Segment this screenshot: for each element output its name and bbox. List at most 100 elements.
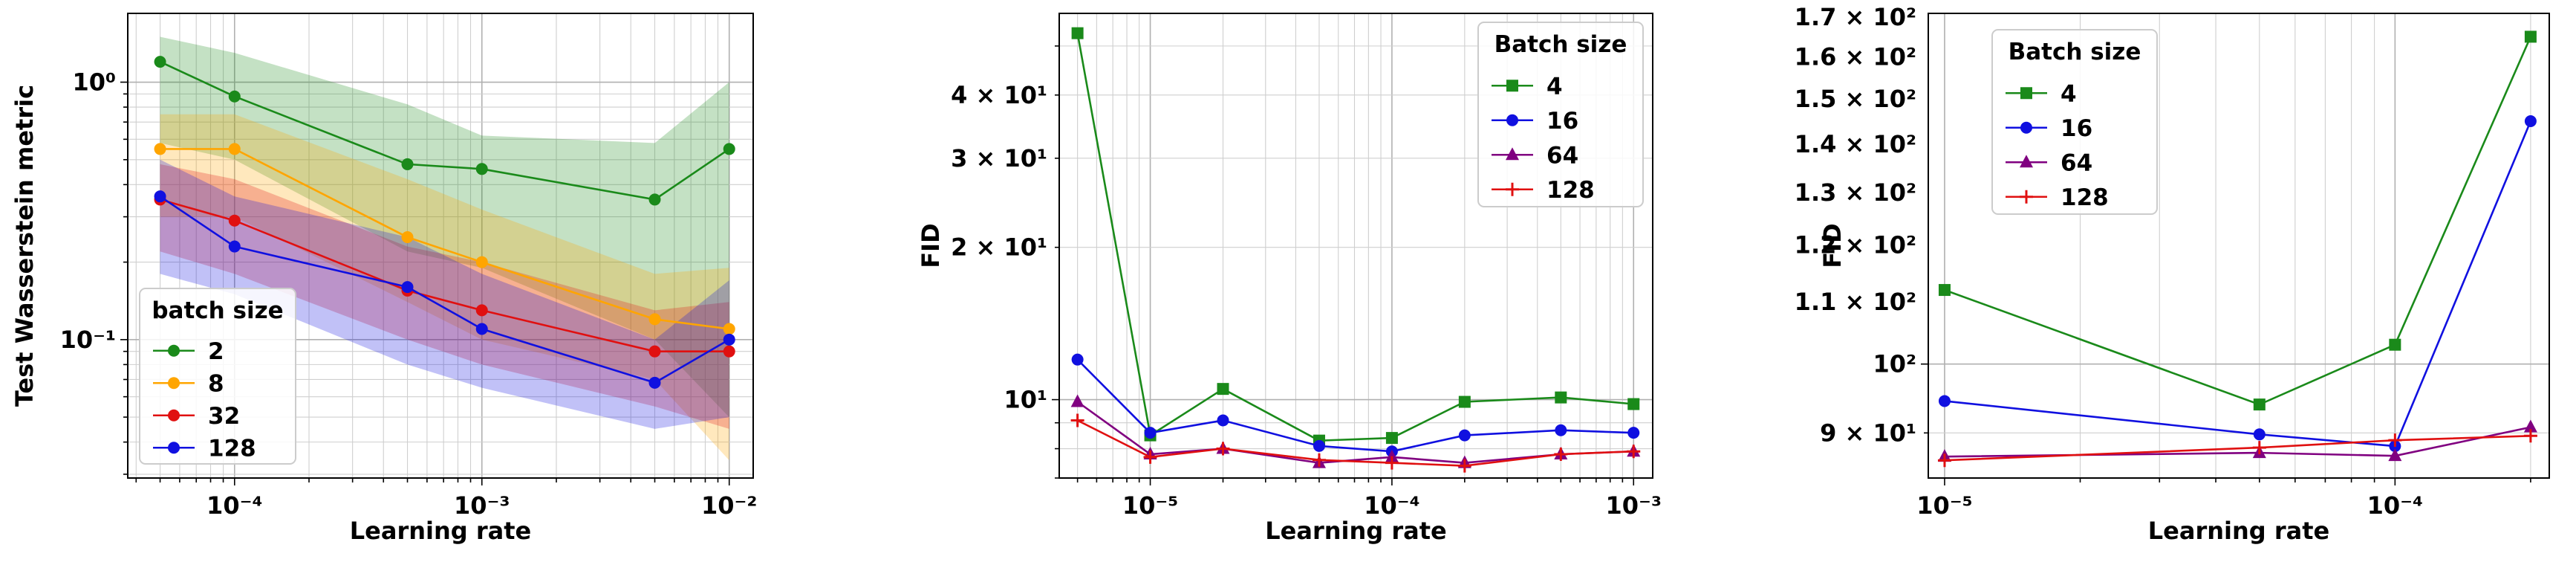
- point-128-0: [1070, 413, 1084, 427]
- y-tick-label: 1.7 × 10²: [1795, 3, 1916, 31]
- y-tick-label: 1.3 × 10²: [1795, 178, 1916, 207]
- point-2-0: [154, 56, 166, 68]
- y-tick-label: 1.4 × 10²: [1795, 130, 1916, 158]
- band-8: [160, 114, 729, 461]
- point-16-3: [2524, 115, 2537, 128]
- series-group: [1070, 27, 1641, 473]
- legend: Batch size 4 16 64 128: [1477, 22, 1644, 207]
- y-tick-label: 9 × 10¹: [1820, 419, 1916, 447]
- legend-marker-8: [168, 377, 180, 390]
- point-128-1: [2252, 441, 2266, 455]
- point-16-2: [1217, 414, 1229, 427]
- point-4-0: [1938, 284, 1951, 297]
- point-32-4: [648, 345, 661, 358]
- chart-fid-vs-lr-small: 10⁻⁵ 10⁻⁴ 10⁻³ 10¹ 2 × 10¹ 3 × 10¹ 4 × 10¹ Lear…: [917, 13, 1662, 545]
- series-line-4: [1944, 36, 2532, 406]
- series-line-16: [1076, 358, 1634, 453]
- band-32: [160, 164, 729, 429]
- point-64-0: [1070, 394, 1084, 407]
- point-16-7: [1627, 427, 1640, 439]
- point-8-5: [723, 323, 735, 335]
- y-axis-label: Test Wasserstein metric: [10, 85, 39, 407]
- point-4-2: [1217, 383, 1229, 396]
- legend-box: [139, 288, 296, 465]
- series-line-128: [159, 196, 730, 384]
- point-4-7: [1627, 398, 1640, 410]
- legend-marker-32: [168, 409, 180, 422]
- x-tick-label: 10⁻⁴: [2367, 491, 2423, 520]
- point-128-4: [1385, 456, 1399, 470]
- point-16-1: [2253, 428, 2266, 441]
- legend-title: batch size: [152, 297, 283, 324]
- x-axis-label: Learning rate: [350, 517, 531, 545]
- series-line-2: [159, 60, 730, 201]
- y-tick-label: 2 × 10¹: [951, 233, 1047, 262]
- point-32-5: [723, 345, 735, 358]
- x-axis-label: Learning rate: [2148, 517, 2329, 545]
- legend-label-8: 8: [208, 370, 224, 397]
- point-4-6: [1555, 391, 1567, 404]
- point-8-4: [648, 313, 661, 326]
- y-tick-label: 1.1 × 10²: [1795, 288, 1916, 316]
- point-128-2: [401, 281, 414, 294]
- point-128-3: [1312, 453, 1326, 467]
- point-16-0: [1938, 395, 1951, 407]
- legend-label-2: 2: [208, 338, 224, 365]
- point-2-2: [401, 158, 414, 170]
- legend-marker-16: [1506, 114, 1518, 126]
- y-tick-label: 3 × 10¹: [951, 144, 1047, 172]
- series-line-128: [1944, 435, 2531, 462]
- point-128-6: [1554, 448, 1568, 462]
- series-line-16: [1944, 120, 2532, 448]
- legend-title: Batch size: [1494, 31, 1627, 58]
- legend-label-64: 64: [1546, 142, 1578, 169]
- chart-fid-vs-lr-large: 10⁻⁵ 10⁻⁴ 9 × 10¹ 10² 1.1 × 10² 1.2 × 10² 1.3 …: [1795, 3, 2550, 545]
- point-16-6: [1555, 424, 1567, 436]
- point-2-1: [228, 90, 241, 103]
- legend-label-32: 32: [208, 403, 240, 430]
- legend-label-16: 16: [1546, 108, 1578, 135]
- point-128-5: [1457, 459, 1471, 473]
- point-128-4: [648, 376, 661, 389]
- legend-label-128: 128: [2061, 184, 2109, 211]
- point-128-1: [1143, 450, 1157, 464]
- legend-label-16: 16: [2061, 115, 2092, 142]
- point-8-1: [228, 143, 241, 155]
- point-2-4: [648, 193, 661, 206]
- legend-marker-2: [168, 344, 180, 357]
- legend-title: Batch size: [2009, 39, 2141, 65]
- point-16-0: [1071, 353, 1084, 366]
- y-tick-label: 10¹: [1004, 386, 1047, 414]
- legend-box: [1991, 29, 2158, 215]
- point-4-4: [1385, 432, 1398, 445]
- x-tick-label: 10⁻²: [701, 491, 757, 520]
- x-tick-label: 10⁻³: [454, 491, 510, 520]
- point-4-3: [2524, 30, 2537, 43]
- series-line-128: [1077, 419, 1634, 467]
- x-tick-label: 10⁻⁴: [1364, 491, 1419, 520]
- y-tick-label: 1.2 × 10²: [1795, 230, 1916, 259]
- point-64-4: [1385, 449, 1399, 462]
- series-line-8: [160, 148, 729, 330]
- plot-frame: [1928, 13, 2550, 479]
- legend-marker-128: [2020, 190, 2033, 204]
- point-64-3: [2523, 419, 2537, 433]
- y-tick-label: 10⁻¹: [60, 326, 116, 354]
- series-line-32: [160, 198, 729, 353]
- point-2-5: [723, 143, 735, 155]
- point-128-5: [723, 333, 735, 346]
- series-group: [154, 36, 735, 461]
- legend-marker-128: [168, 442, 180, 454]
- legend-marker-4: [2020, 87, 2032, 100]
- y-tick-label: 1.6 × 10²: [1795, 42, 1916, 71]
- point-32-3: [475, 304, 488, 317]
- point-2-3: [475, 163, 488, 175]
- legend-marker-128: [1506, 182, 1519, 196]
- plot-frame: [127, 13, 754, 479]
- point-4-5: [1458, 396, 1471, 408]
- x-axis-label: Learning rate: [1265, 517, 1446, 545]
- x-tick-label: 10⁻⁵: [1122, 491, 1178, 520]
- legend-label-128: 128: [1546, 177, 1595, 204]
- point-4-0: [1071, 27, 1084, 39]
